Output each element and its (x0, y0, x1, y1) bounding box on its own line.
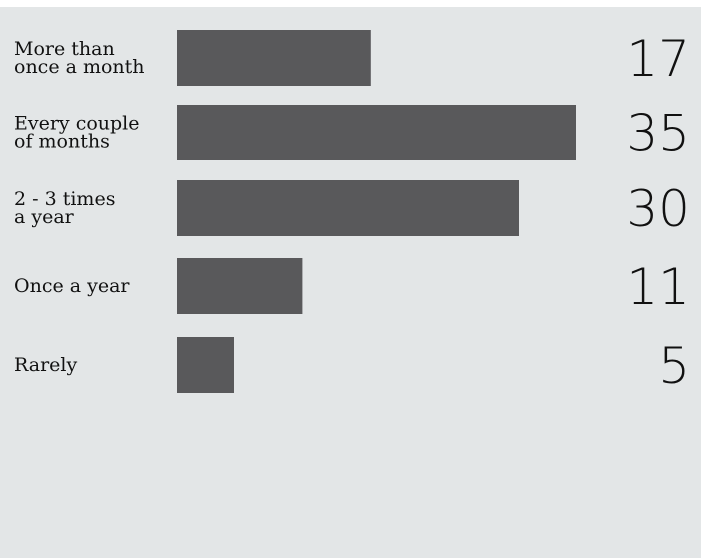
bar (177, 30, 371, 86)
bar (177, 180, 519, 236)
value-label: 11 (626, 258, 690, 316)
value-label: 30 (626, 180, 690, 238)
bar (177, 258, 303, 314)
value-label: 5 (658, 337, 690, 395)
value-label: 17 (626, 30, 690, 88)
category-label: Rarely (14, 354, 77, 376)
chart-panel (0, 7, 701, 558)
category-label: Every couple of months (14, 113, 140, 153)
bar (177, 105, 576, 160)
category-label: Once a year (14, 275, 130, 297)
category-label: More than once a month (14, 38, 145, 78)
category-label: 2 - 3 times a year (14, 188, 115, 228)
bar (177, 337, 234, 393)
value-label: 35 (626, 105, 690, 163)
